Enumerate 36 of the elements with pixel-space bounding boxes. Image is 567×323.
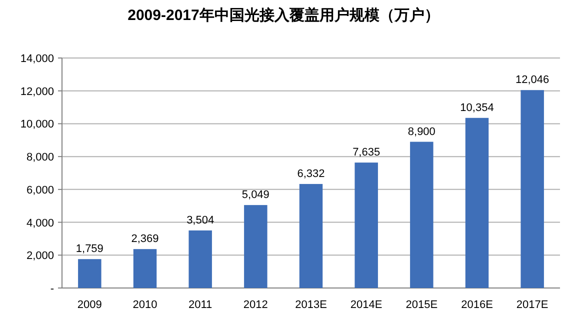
y-tick-label: 14,000 bbox=[20, 53, 54, 65]
data-label: 7,635 bbox=[352, 146, 380, 159]
bar bbox=[133, 249, 157, 288]
bar bbox=[465, 118, 489, 288]
data-label: 10,354 bbox=[460, 102, 494, 114]
data-label: 1,759 bbox=[76, 243, 104, 256]
bar bbox=[520, 90, 544, 288]
data-label: 12,046 bbox=[516, 74, 550, 86]
x-tick-label: 2013E bbox=[295, 299, 327, 311]
bar bbox=[354, 162, 378, 288]
y-tick-label: 12,000 bbox=[20, 86, 54, 98]
y-tick-label: 4,000 bbox=[26, 217, 54, 230]
y-tick-label: - bbox=[50, 283, 54, 295]
bar bbox=[244, 205, 268, 288]
x-tick-label: 2014E bbox=[350, 299, 382, 311]
data-label: 2,369 bbox=[131, 233, 159, 246]
data-label: 8,900 bbox=[408, 126, 436, 138]
y-tick-label: 2,000 bbox=[26, 250, 54, 262]
x-tick-label: 2011 bbox=[188, 299, 212, 311]
y-tick-label: 10,000 bbox=[20, 118, 54, 131]
x-tick-label: 2017E bbox=[516, 299, 548, 311]
y-tick-label: 6,000 bbox=[26, 184, 54, 196]
x-tick-label: 2009 bbox=[77, 299, 102, 311]
bar bbox=[299, 184, 323, 288]
y-tick-label: 8,000 bbox=[26, 152, 54, 164]
bar bbox=[188, 230, 212, 288]
x-tick-label: 2012 bbox=[243, 299, 268, 311]
data-label: 6,332 bbox=[297, 168, 325, 180]
x-tick-label: 2015E bbox=[406, 299, 438, 311]
x-tick-label: 2010 bbox=[132, 299, 158, 311]
data-label: 5,049 bbox=[242, 189, 270, 202]
bar bbox=[410, 142, 434, 288]
bar bbox=[78, 259, 102, 288]
x-tick-label: 2016E bbox=[461, 299, 493, 311]
chart-title: 2009-2017年中国光接入覆盖用户规模（万户） bbox=[128, 6, 440, 24]
data-label: 3,504 bbox=[186, 214, 214, 226]
